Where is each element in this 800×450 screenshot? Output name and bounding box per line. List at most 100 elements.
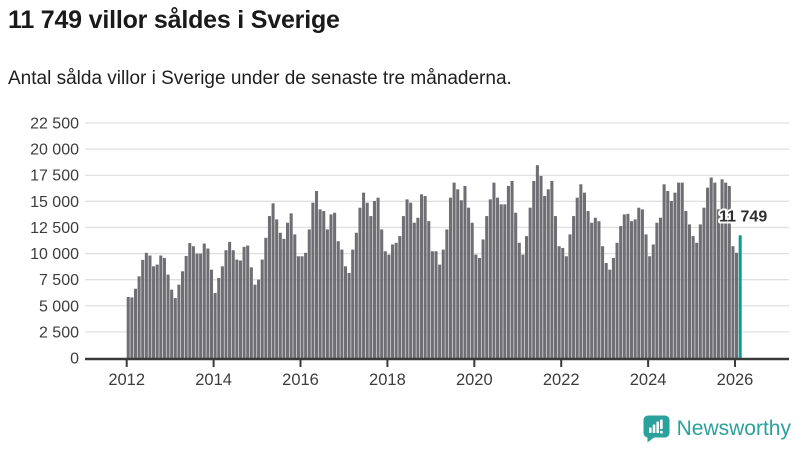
bar xyxy=(485,216,489,358)
bar xyxy=(543,196,547,358)
y-axis-label: 10 000 xyxy=(30,246,79,263)
bar xyxy=(387,254,391,358)
bar xyxy=(702,207,706,358)
bar xyxy=(238,260,242,358)
bar xyxy=(166,274,170,358)
bar xyxy=(351,249,355,358)
bar xyxy=(358,207,362,358)
bar xyxy=(662,184,666,358)
bar xyxy=(724,182,728,358)
bar xyxy=(318,209,322,358)
bar xyxy=(546,189,550,358)
bar xyxy=(673,192,677,358)
bar xyxy=(608,269,612,358)
bar xyxy=(380,229,384,358)
bar xyxy=(720,179,724,358)
bar xyxy=(267,216,271,358)
bar xyxy=(152,266,156,358)
bar xyxy=(401,216,405,358)
x-axis-label: 2022 xyxy=(543,371,580,389)
bar xyxy=(622,214,626,358)
bar xyxy=(427,221,431,358)
bar xyxy=(557,246,561,358)
bar xyxy=(593,217,597,358)
bar xyxy=(706,187,710,358)
bar xyxy=(680,182,684,358)
bar xyxy=(525,236,529,358)
bar xyxy=(296,256,300,358)
bar xyxy=(423,196,427,358)
bar xyxy=(615,242,619,358)
bar xyxy=(206,248,210,358)
bar xyxy=(322,211,326,358)
bar xyxy=(521,254,525,358)
bar xyxy=(561,247,565,358)
bar xyxy=(496,197,500,358)
bar xyxy=(246,245,250,358)
bar xyxy=(209,269,214,358)
bar xyxy=(314,190,319,358)
bar xyxy=(666,190,670,358)
bar xyxy=(568,234,572,358)
bar xyxy=(488,199,492,358)
bar xyxy=(217,278,221,358)
y-axis-label: 15 000 xyxy=(30,194,79,211)
bar xyxy=(611,257,615,358)
bar xyxy=(579,184,583,358)
bar xyxy=(420,194,424,358)
bar xyxy=(409,202,413,358)
bar xyxy=(170,289,174,358)
bar xyxy=(550,180,554,358)
bar xyxy=(553,216,558,358)
bar xyxy=(528,207,532,358)
bar xyxy=(188,243,192,358)
bar xyxy=(275,219,279,358)
bar xyxy=(260,259,264,358)
bar xyxy=(604,262,608,358)
bar xyxy=(441,249,445,358)
bar xyxy=(637,207,641,358)
newsworthy-logo-text: Newsworthy xyxy=(676,417,791,440)
bar xyxy=(691,236,695,358)
bar xyxy=(369,216,373,358)
bar xyxy=(648,256,652,358)
bar xyxy=(572,216,576,358)
bar xyxy=(228,241,232,358)
bar xyxy=(159,255,163,358)
bar xyxy=(459,200,463,358)
bar xyxy=(307,229,311,358)
bar xyxy=(148,255,152,358)
highlight-bar xyxy=(738,235,742,358)
bar xyxy=(220,266,224,358)
chart-subtitle: Antal sålda villor i Sverige under de se… xyxy=(8,68,512,89)
bar xyxy=(398,236,402,358)
bar xyxy=(242,246,246,358)
bar xyxy=(365,202,369,358)
bar xyxy=(195,253,199,358)
newsworthy-logo: Newsworthy xyxy=(643,415,791,443)
bar xyxy=(687,224,692,358)
bar xyxy=(376,197,380,358)
bar xyxy=(130,297,134,358)
bar xyxy=(582,192,586,358)
bar xyxy=(231,250,235,358)
bar xyxy=(630,221,634,358)
bar xyxy=(191,246,195,358)
bar xyxy=(456,189,460,358)
bar xyxy=(514,212,518,358)
bar xyxy=(684,211,688,358)
bar xyxy=(173,298,177,358)
bar xyxy=(394,242,398,358)
bar xyxy=(347,272,351,358)
y-axis-label: 2 500 xyxy=(39,324,79,341)
bar xyxy=(289,213,293,358)
bar xyxy=(336,241,340,358)
bar xyxy=(271,203,275,358)
bar xyxy=(669,201,673,358)
bar xyxy=(651,244,655,358)
bar xyxy=(564,256,568,358)
bar xyxy=(264,237,268,358)
bar xyxy=(677,182,681,358)
bar xyxy=(181,271,185,358)
